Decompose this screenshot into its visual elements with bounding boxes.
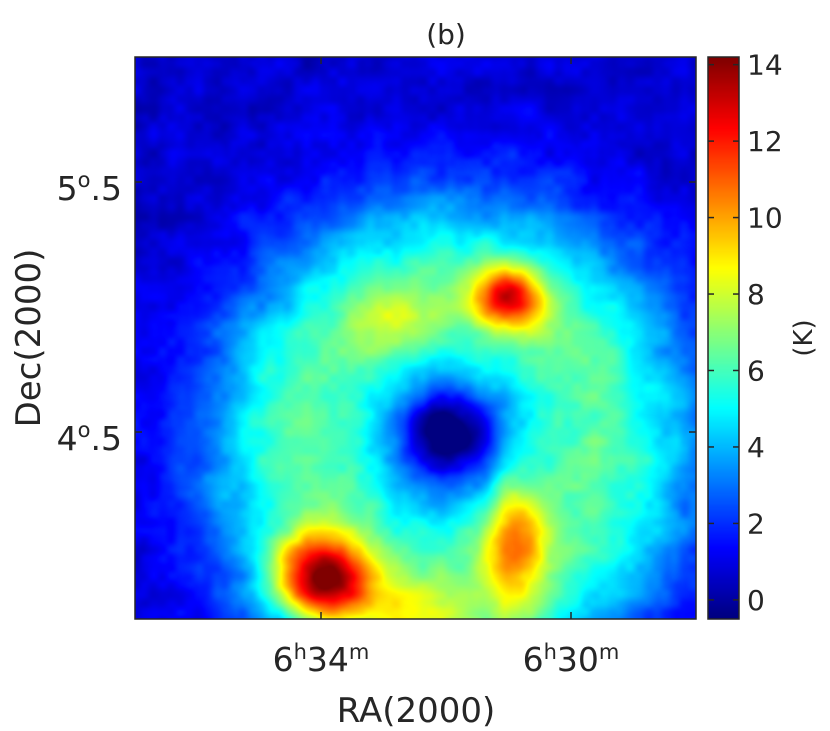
y-tick-label: 4o.5 <box>57 418 122 458</box>
colorbar-gradient <box>708 57 739 619</box>
colorbar-tick-label: 0 <box>747 584 765 617</box>
colorbar-ticks: 0 2 4 6 8 10 12 14 <box>708 49 783 617</box>
colorbar: 0 2 4 6 8 10 12 14 <box>707 49 783 620</box>
colorbar-frame <box>707 56 740 620</box>
x-ticks: 6h34m 6h30m <box>273 57 620 679</box>
colorbar-tick-label: 10 <box>747 202 783 235</box>
chart-title: (b) <box>426 18 466 51</box>
colorbar-label: (K) <box>789 319 819 356</box>
colorbar-tick-label: 2 <box>747 507 765 540</box>
x-axis-label: RA(2000) <box>337 691 496 731</box>
colorbar-tick-label: 6 <box>747 354 765 387</box>
y-tick-label: 5o.5 <box>57 168 122 208</box>
colorbar-tick-label: 8 <box>747 278 765 311</box>
y-ticks: 5o.5 4o.5 <box>57 168 696 458</box>
colorbar-tick-label: 12 <box>747 125 783 158</box>
colorbar-tick-label: 4 <box>747 431 765 464</box>
plot-frame <box>134 56 697 620</box>
x-tick-label: 6h34m <box>273 640 370 679</box>
colorbar-tick-label: 14 <box>747 49 783 82</box>
x-tick-label: 6h30m <box>523 640 620 679</box>
y-axis-label: Dec(2000) <box>9 249 49 428</box>
heatmap-image <box>135 57 696 619</box>
